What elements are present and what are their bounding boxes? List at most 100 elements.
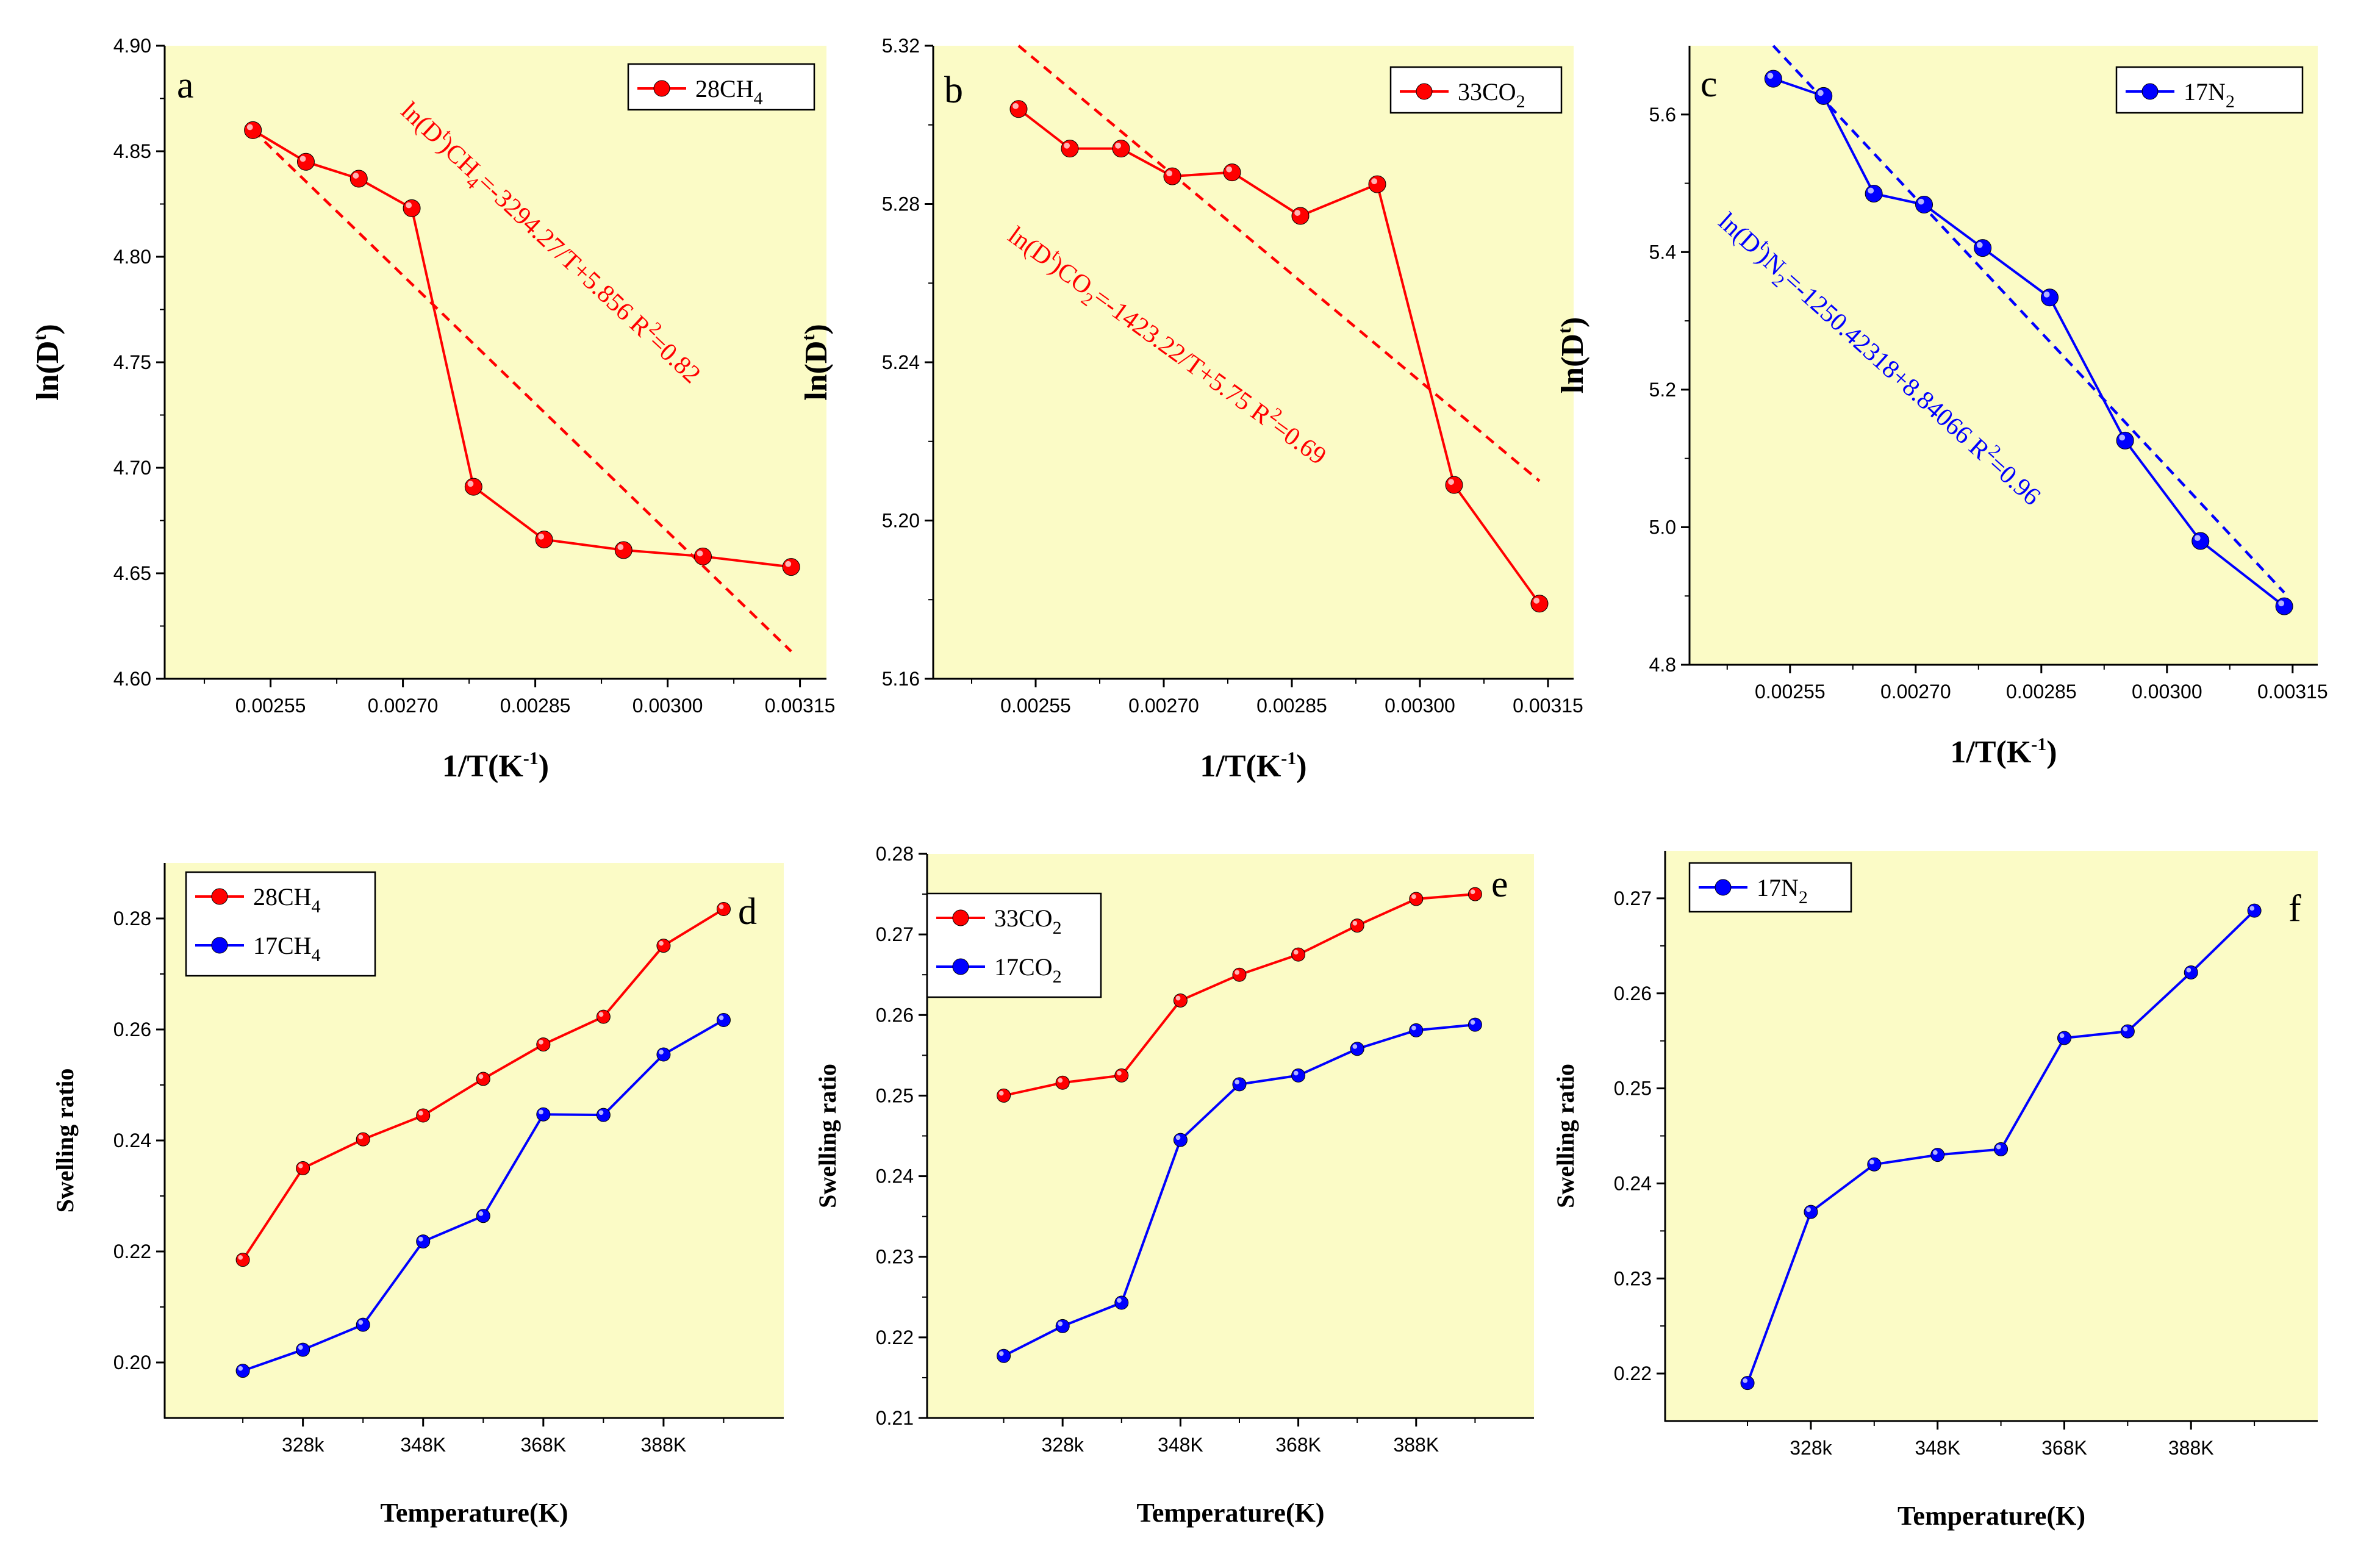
y-tick-label: 0.20 (113, 1351, 151, 1373)
y-tick-label: 0.26 (876, 1004, 914, 1026)
data-point (1865, 184, 1883, 202)
panel-d: 0.20 0.22 0.24 0.26 0.28 328k 348K 368K 388K Temp… (51, 863, 784, 1528)
legend-marker (653, 80, 670, 97)
data-point (244, 121, 262, 139)
y-tick-label: 5.24 (882, 351, 920, 373)
data-point-highlight (1411, 1025, 1416, 1031)
data-point (997, 1088, 1011, 1103)
data-point-highlight (1115, 142, 1121, 149)
x-tick-label: 0.00315 (1513, 695, 1583, 717)
data-point (2116, 431, 2134, 449)
x-axis-title: Temperature(K) (1137, 1498, 1325, 1528)
data-point (1163, 167, 1181, 185)
y-tick-label: 0.25 (876, 1084, 914, 1106)
data-point (693, 547, 712, 565)
y-tick-label: 5.0 (1649, 516, 1676, 538)
data-point-highlight (1767, 73, 1774, 79)
data-point-highlight (1294, 210, 1301, 216)
data-point (356, 1132, 370, 1147)
data-point (1764, 70, 1782, 88)
data-point-highlight (1058, 1078, 1063, 1083)
data-point (235, 1364, 250, 1378)
legend-label: 33CO2 (1458, 78, 1525, 112)
data-point-highlight (1235, 1079, 1239, 1084)
data-point (1061, 140, 1079, 158)
panel-a: 4.60 4.65 4.70 4.75 4.80 4.85 4.90 0.00255 0.002… (30, 35, 835, 784)
legend-marker (211, 888, 228, 905)
data-point (1804, 1205, 1818, 1219)
data-point-highlight (539, 1109, 543, 1115)
plot-area (1665, 851, 2318, 1421)
data-point-highlight (1371, 178, 1378, 185)
x-tick-label: 0.00315 (2257, 681, 2328, 703)
data-point (1467, 1017, 1482, 1032)
data-point-highlight (1470, 1020, 1475, 1025)
data-point-highlight (1932, 1150, 1938, 1155)
legend-label: 17CO2 (994, 953, 1062, 987)
data-point-highlight (418, 1236, 423, 1242)
panel-letter: d (738, 891, 757, 933)
y-tick-label: 0.22 (113, 1240, 151, 1262)
data-point (656, 939, 671, 953)
panel-letter: f (2288, 888, 2301, 929)
data-point-highlight (478, 1074, 484, 1079)
data-point-highlight (1012, 103, 1019, 109)
y-tick-label: 4.60 (113, 668, 151, 690)
data-point-highlight (1806, 1207, 1811, 1212)
x-tick-label: 388K (2168, 1437, 2214, 1459)
y-tick-label: 0.26 (1614, 983, 1652, 1004)
data-point-highlight (659, 940, 664, 946)
x-tick-label: 328k (1041, 1434, 1084, 1456)
data-point (536, 1037, 551, 1052)
data-point (416, 1108, 431, 1123)
x-tick-label: 0.00285 (500, 695, 571, 717)
data-point-highlight (1448, 479, 1455, 485)
legend-label: 33CO2 (994, 904, 1062, 938)
data-point-highlight (246, 124, 253, 131)
data-point (476, 1209, 490, 1223)
y-tick-label: 4.75 (113, 351, 151, 373)
legend-label: 17CH4 (253, 932, 321, 965)
x-tick-label: 0.00270 (368, 695, 439, 717)
x-tick-label: 0.00300 (2132, 681, 2202, 703)
x-tick-label: 0.00285 (1256, 695, 1327, 717)
x-tick-label: 348K (400, 1434, 446, 1456)
data-point-highlight (2059, 1033, 2065, 1038)
legend-marker (211, 937, 228, 954)
data-point (596, 1108, 611, 1122)
data-point (997, 1348, 1011, 1363)
data-point (1915, 196, 1933, 214)
legend-marker (1715, 879, 1732, 896)
x-tick-label: 0.00270 (1880, 681, 1951, 703)
x-tick-label: 0.00300 (633, 695, 703, 717)
y-axis-title: Swelling ratio (51, 1069, 79, 1213)
panel-c: 4.8 5.0 5.2 5.4 5.6 0.00255 0.00270 0.00285 0.00… (1555, 45, 2328, 770)
x-tick-label: 388K (1393, 1434, 1439, 1456)
data-point (1350, 1042, 1364, 1056)
y-tick-label: 0.24 (876, 1165, 914, 1187)
legend-marker (952, 958, 969, 975)
data-point-highlight (238, 1255, 243, 1260)
data-point-highlight (1175, 995, 1181, 1001)
y-tick-label: 4.8 (1649, 654, 1676, 676)
x-axis-title: 1/T(K-1) (442, 748, 549, 784)
data-point-highlight (358, 1134, 364, 1140)
data-point-highlight (1117, 1070, 1122, 1076)
y-tick-label: 0.28 (876, 843, 914, 865)
y-tick-label: 5.28 (882, 193, 920, 215)
plot-area (165, 46, 826, 679)
x-axis-title: 1/T(K-1) (1950, 734, 2057, 770)
y-tick-label: 0.23 (876, 1246, 914, 1268)
data-point (1740, 1376, 1755, 1391)
data-point-highlight (1166, 170, 1172, 177)
legend-label: 17N2 (2184, 78, 2235, 112)
data-point (416, 1234, 431, 1249)
data-point-highlight (299, 156, 306, 162)
data-point-highlight (1175, 1135, 1181, 1140)
data-point-highlight (659, 1050, 664, 1054)
data-point (1112, 140, 1130, 158)
x-tick-label: 328k (282, 1434, 324, 1456)
fit-line (1772, 45, 2285, 594)
data-point-highlight (1470, 889, 1475, 895)
